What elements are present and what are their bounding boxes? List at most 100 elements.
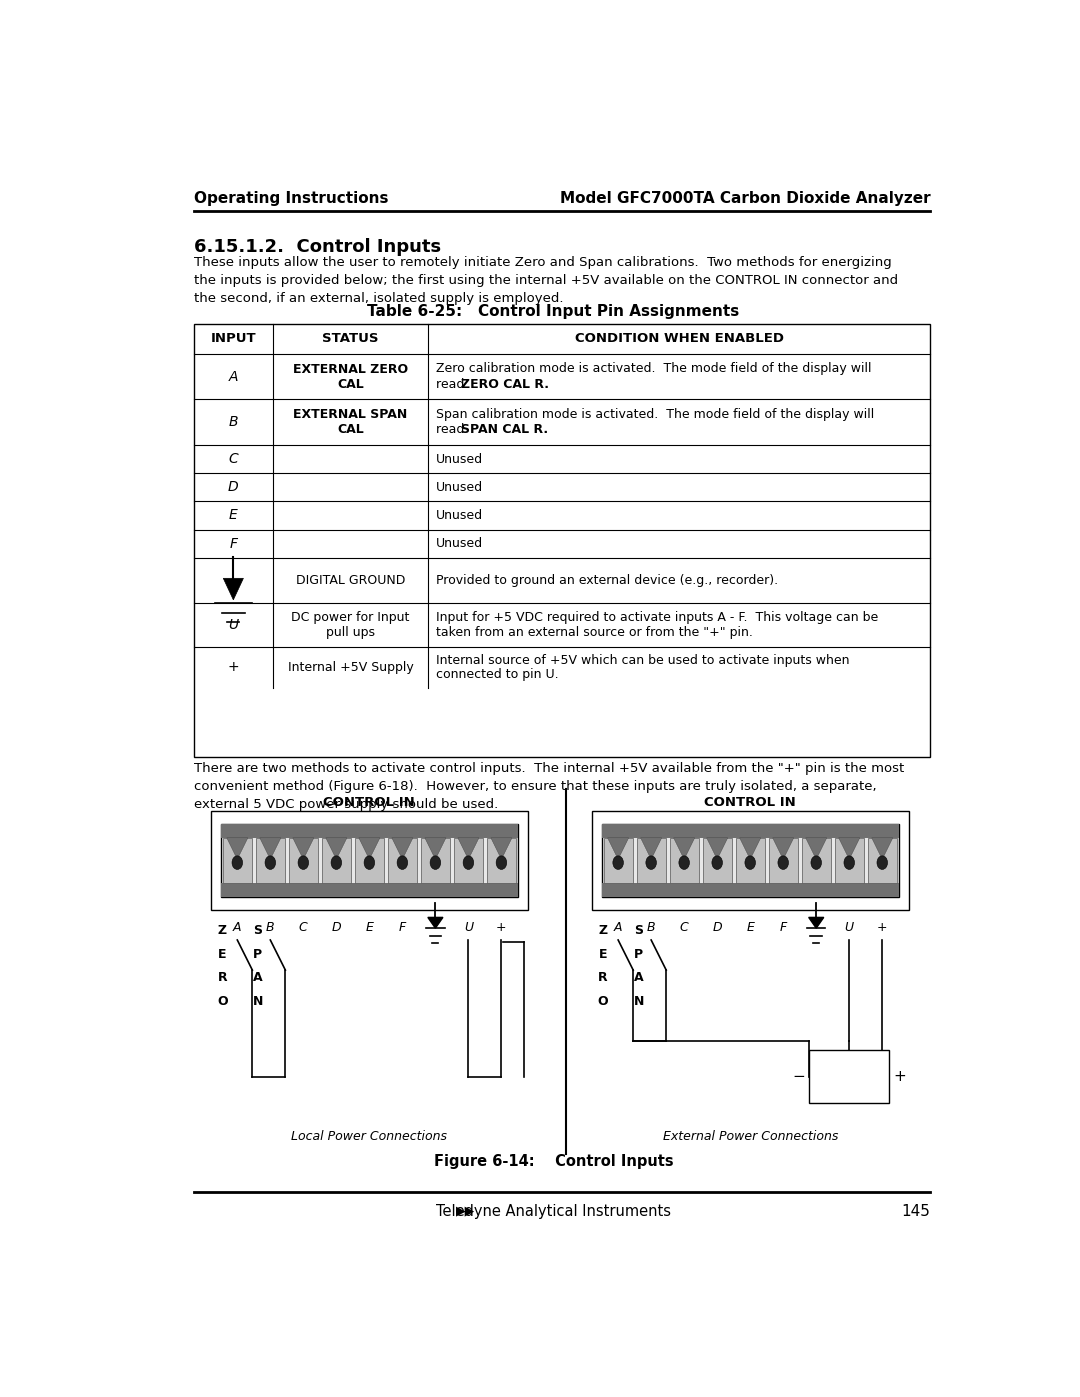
Text: +: +	[228, 661, 239, 675]
Text: Z: Z	[598, 923, 608, 937]
Text: 6.15.1.2.  Control Inputs: 6.15.1.2. Control Inputs	[193, 237, 441, 256]
Bar	[703, 838, 732, 883]
Text: STATUS: STATUS	[322, 332, 379, 345]
Bar	[769, 838, 798, 883]
Polygon shape	[706, 838, 728, 859]
Text: connected to pin U.: connected to pin U.	[436, 668, 559, 680]
Circle shape	[496, 856, 507, 869]
Text: There are two methods to activate control inputs.  The internal +5V available fr: There are two methods to activate contro…	[193, 763, 904, 812]
Text: E: E	[229, 509, 238, 522]
Text: A: A	[613, 921, 622, 933]
Bar	[322, 838, 351, 883]
Polygon shape	[224, 578, 243, 599]
Bar	[355, 838, 383, 883]
Circle shape	[612, 856, 623, 869]
Text: Unused: Unused	[436, 536, 484, 550]
Text: read: read	[436, 423, 469, 436]
Text: CONDITION WHEN ENABLED: CONDITION WHEN ENABLED	[575, 332, 784, 345]
Polygon shape	[392, 838, 413, 859]
Polygon shape	[424, 838, 446, 859]
Text: read: read	[436, 379, 469, 391]
Text: A: A	[233, 921, 242, 933]
Polygon shape	[640, 838, 662, 859]
Bar	[604, 838, 633, 883]
Text: taken from an external source or from the "+" pin.: taken from an external source or from th…	[436, 626, 753, 638]
Text: C: C	[299, 921, 308, 933]
Text: Supply: Supply	[829, 1084, 869, 1094]
Circle shape	[745, 856, 756, 869]
Text: E: E	[746, 921, 754, 933]
Text: F: F	[229, 536, 238, 550]
Bar	[801, 838, 831, 883]
Polygon shape	[227, 838, 248, 859]
Text: Operating Instructions: Operating Instructions	[193, 191, 388, 207]
Bar	[220, 883, 518, 897]
Polygon shape	[872, 838, 893, 859]
Circle shape	[877, 856, 888, 869]
Text: C: C	[229, 453, 239, 467]
Text: R: R	[598, 971, 608, 983]
Text: Internal source of +5V which can be used to activate inputs when: Internal source of +5V which can be used…	[436, 654, 850, 666]
Text: F: F	[780, 921, 787, 933]
Text: Unused: Unused	[436, 509, 484, 522]
Text: Internal +5V Supply: Internal +5V Supply	[287, 661, 414, 673]
Text: B: B	[647, 921, 656, 933]
Text: EXTERNAL SPAN
CAL: EXTERNAL SPAN CAL	[294, 408, 407, 436]
Bar	[735, 838, 765, 883]
Text: B: B	[229, 415, 238, 429]
Circle shape	[364, 856, 375, 869]
Bar	[421, 838, 450, 883]
Bar	[193, 324, 930, 757]
Polygon shape	[428, 918, 443, 928]
Text: P: P	[253, 947, 262, 961]
Circle shape	[265, 856, 275, 869]
Polygon shape	[772, 838, 794, 859]
Text: Input for +5 VDC required to activate inputs A - F.  This voltage can be: Input for +5 VDC required to activate in…	[436, 610, 878, 624]
Text: CONTROL IN: CONTROL IN	[704, 796, 796, 809]
Bar	[220, 824, 518, 897]
Text: E: E	[218, 947, 227, 961]
Bar	[592, 810, 908, 909]
Bar	[222, 838, 252, 883]
Bar	[487, 838, 516, 883]
Text: S: S	[254, 923, 262, 937]
Polygon shape	[839, 838, 860, 859]
Text: F: F	[399, 921, 406, 933]
Text: P: P	[634, 947, 644, 961]
Text: D: D	[332, 921, 341, 933]
Text: Figure 6-14:    Control Inputs: Figure 6-14: Control Inputs	[434, 1154, 673, 1169]
Text: These inputs allow the user to remotely initiate Zero and Span calibrations.  Tw: These inputs allow the user to remotely …	[193, 256, 897, 305]
Bar	[636, 838, 665, 883]
Text: A: A	[229, 370, 238, 384]
Bar	[256, 838, 285, 883]
Text: +: +	[893, 1069, 906, 1084]
Text: U: U	[463, 921, 473, 933]
Text: DC power for Input
pull ups: DC power for Input pull ups	[292, 610, 409, 638]
Bar	[388, 838, 417, 883]
Polygon shape	[326, 838, 347, 859]
Text: CONTROL IN: CONTROL IN	[324, 796, 415, 809]
Text: Span calibration mode is activated.  The mode field of the display will: Span calibration mode is activated. The …	[436, 408, 875, 420]
Text: E: E	[365, 921, 374, 933]
Circle shape	[232, 856, 243, 869]
Bar	[602, 883, 899, 897]
Polygon shape	[293, 838, 314, 859]
Bar	[602, 824, 899, 897]
Text: ZERO CAL R.: ZERO CAL R.	[460, 379, 549, 391]
Text: D: D	[713, 921, 723, 933]
Text: SPAN CAL R.: SPAN CAL R.	[460, 423, 548, 436]
Bar	[454, 838, 483, 883]
Circle shape	[298, 856, 309, 869]
Text: Table 6-25:   Control Input Pin Assignments: Table 6-25: Control Input Pin Assignment…	[367, 305, 740, 320]
Polygon shape	[359, 838, 380, 859]
Bar	[670, 838, 699, 883]
Text: B: B	[266, 921, 274, 933]
Circle shape	[811, 856, 822, 869]
Polygon shape	[674, 838, 694, 859]
Text: 145: 145	[902, 1204, 930, 1218]
Text: Unused: Unused	[436, 453, 484, 465]
Bar	[288, 838, 318, 883]
Text: O: O	[217, 995, 228, 1007]
Text: E: E	[598, 947, 607, 961]
Polygon shape	[458, 838, 478, 859]
